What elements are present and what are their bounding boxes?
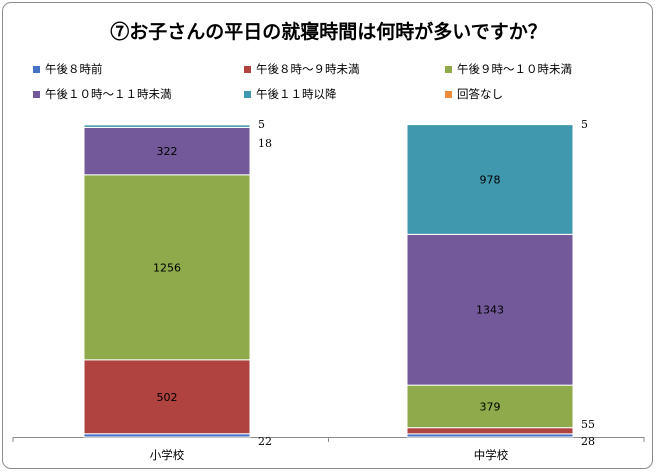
legend-label: 回答なし bbox=[457, 87, 503, 101]
bar-segment bbox=[406, 233, 574, 386]
bar-segment bbox=[83, 359, 251, 435]
data-label: 55 bbox=[581, 418, 595, 431]
data-label: 978 bbox=[480, 173, 501, 186]
chart-frame: ⑦お子さんの平日の就寝時間は何時が多いですか？ 午後８時前 午後８時～９時未満 … bbox=[2, 2, 653, 469]
bar-segment bbox=[83, 174, 251, 361]
legend-item: 午後８時前 bbox=[33, 61, 103, 77]
legend-item: 午後１１時以降 bbox=[244, 86, 337, 102]
legend-label: 午後９時～１０時未満 bbox=[457, 62, 572, 76]
category-label: 中学校 bbox=[474, 448, 509, 462]
data-label: 379 bbox=[480, 400, 501, 413]
data-label: 18 bbox=[258, 137, 272, 150]
legend-label: 午後８時～９時未満 bbox=[256, 62, 360, 76]
data-label: 1343 bbox=[476, 304, 504, 317]
legend-swatch bbox=[445, 90, 452, 98]
data-label: 502 bbox=[157, 391, 178, 404]
category-label: 小学校 bbox=[150, 448, 185, 462]
legend-label: 午後８時前 bbox=[45, 62, 103, 76]
data-label: 1256 bbox=[153, 261, 181, 274]
bar-segment bbox=[83, 126, 251, 176]
legend-item: 午後９時～１０時未満 bbox=[445, 61, 572, 77]
legend-swatch bbox=[33, 65, 40, 73]
legend-item: 回答なし bbox=[445, 86, 503, 102]
data-label: 322 bbox=[157, 145, 178, 158]
legend-swatch bbox=[244, 65, 251, 73]
legend-item: 午後８時～９時未満 bbox=[244, 61, 360, 77]
legend-label: 午後１０時～１１時未満 bbox=[45, 87, 172, 101]
bar-segment bbox=[83, 123, 251, 126]
bar-segment bbox=[406, 384, 574, 429]
data-label: 28 bbox=[581, 435, 595, 448]
data-label: 5 bbox=[258, 118, 265, 131]
bar-segment bbox=[406, 123, 574, 126]
data-label: 22 bbox=[258, 435, 272, 448]
legend-swatch bbox=[244, 90, 251, 98]
legend-swatch bbox=[33, 90, 40, 98]
legend-item: 午後１０時～１１時未満 bbox=[33, 86, 172, 102]
chart-title: ⑦お子さんの平日の就寝時間は何時が多いですか？ bbox=[110, 21, 547, 43]
legend-swatch bbox=[445, 65, 452, 73]
bar-segment bbox=[406, 427, 574, 435]
data-label: 5 bbox=[581, 118, 588, 131]
legend-label: 午後１１時以降 bbox=[256, 87, 337, 101]
bar-segment bbox=[406, 124, 574, 235]
